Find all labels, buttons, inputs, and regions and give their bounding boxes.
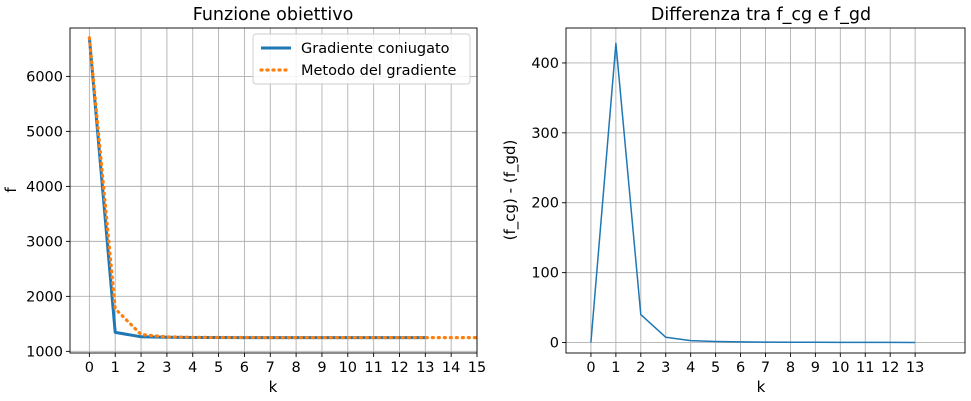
legend-label-2: Metodo del gradiente	[301, 63, 457, 79]
x-tick-label: 4	[188, 360, 197, 376]
x-tick-label: 1	[611, 360, 620, 376]
x-tick-label: 5	[711, 360, 720, 376]
y-tick-label: 300	[531, 126, 559, 142]
x-tick-label: 7	[266, 360, 275, 376]
x-tick-label: 6	[240, 360, 249, 376]
x-tick-label: 13	[416, 360, 434, 376]
legend: Gradiente coniugato Metodo del gradiente	[252, 33, 471, 85]
x-tick-label: 8	[291, 360, 300, 376]
y-tick-label: 5000	[26, 124, 63, 140]
chart-title-right: Differenza tra f_cg e f_gd	[651, 5, 871, 25]
x-tick-label: 0	[85, 360, 94, 376]
x-tick-label: 11	[856, 360, 874, 376]
y-axis-label-left: f	[2, 187, 20, 193]
x-tick-label: 2	[136, 360, 145, 376]
x-tick-label: 12	[881, 360, 899, 376]
y-tick-label: 100	[531, 266, 559, 282]
x-tick-label: 13	[906, 360, 924, 376]
x-tick-label: 5	[214, 360, 223, 376]
series-line-2	[87, 36, 479, 340]
x-tick-label: 3	[661, 360, 670, 376]
x-tick-label: 0	[586, 360, 595, 376]
x-tick-label: 15	[468, 360, 486, 376]
series-line-1	[590, 42, 916, 344]
x-tick-label: 10	[339, 360, 357, 376]
x-axis-label-left: k	[269, 378, 278, 396]
plot-frame-left	[69, 27, 478, 354]
x-tick-label: 1	[111, 360, 120, 376]
x-axis-label-right: k	[757, 378, 766, 396]
x-tick-label: 3	[162, 360, 171, 376]
x-tick-label: 9	[811, 360, 820, 376]
x-tick-label: 9	[317, 360, 326, 376]
x-tick-label: 4	[686, 360, 695, 376]
x-tick-label: 7	[761, 360, 770, 376]
x-tick-label: 10	[831, 360, 849, 376]
y-tick-label: 3000	[26, 234, 63, 250]
y-tick-label: 1000	[26, 344, 63, 360]
y-tick-label: 6000	[26, 69, 63, 85]
y-tick-label: 2000	[26, 289, 63, 305]
y-tick-label: 0	[550, 336, 559, 352]
y-tick-label: 4000	[26, 179, 63, 195]
legend-box	[252, 33, 471, 85]
x-tick-label: 12	[390, 360, 408, 376]
y-axis-label-right: (f_cg) - (f_gd)	[501, 140, 520, 241]
x-tick-label: 8	[786, 360, 795, 376]
y-tick-label: 400	[531, 56, 559, 72]
chart-title-left: Funzione obiettivo	[193, 5, 354, 25]
x-tick-label: 11	[364, 360, 382, 376]
x-tick-label: 6	[736, 360, 745, 376]
chart-objective-function: 0 1 2 3 4 5 6 7 8 9 10 11 12 13 14 15100020003000400050…	[2, 5, 486, 396]
x-tick-label: 14	[442, 360, 460, 376]
y-tick-label: 200	[531, 196, 559, 212]
legend-label-1: Gradiente coniugato	[301, 41, 450, 57]
x-tick-label: 2	[636, 360, 645, 376]
